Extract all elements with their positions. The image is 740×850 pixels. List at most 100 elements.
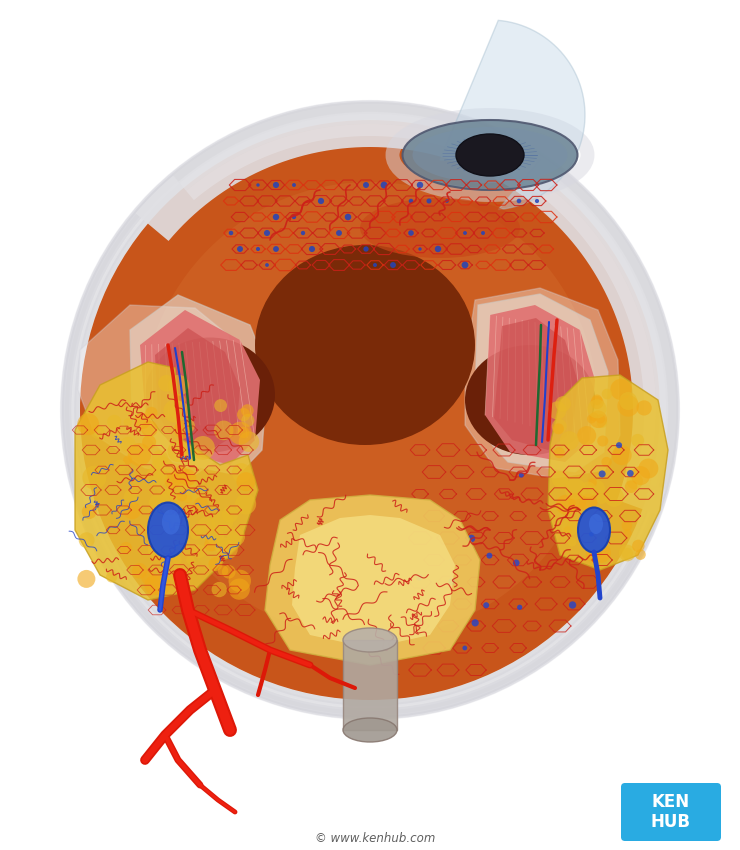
Circle shape [222, 565, 235, 579]
Polygon shape [548, 375, 668, 570]
Circle shape [212, 510, 233, 532]
Circle shape [555, 396, 571, 411]
Circle shape [585, 547, 602, 563]
Circle shape [141, 421, 158, 437]
Circle shape [622, 547, 633, 559]
Circle shape [468, 535, 475, 542]
Circle shape [152, 450, 168, 467]
Circle shape [589, 411, 607, 428]
Circle shape [588, 480, 605, 496]
Ellipse shape [456, 134, 524, 176]
Circle shape [147, 466, 167, 487]
Circle shape [517, 604, 522, 610]
Circle shape [418, 619, 423, 624]
Circle shape [190, 527, 202, 540]
Circle shape [554, 447, 565, 458]
Circle shape [179, 417, 195, 434]
Circle shape [588, 400, 607, 418]
Circle shape [151, 456, 173, 479]
Text: © www.kenhub.com: © www.kenhub.com [314, 831, 435, 845]
Circle shape [448, 578, 455, 585]
Circle shape [408, 199, 413, 203]
Circle shape [78, 570, 95, 588]
Circle shape [218, 565, 228, 576]
Circle shape [178, 481, 200, 502]
Circle shape [164, 400, 186, 422]
Circle shape [318, 198, 324, 204]
Circle shape [178, 470, 196, 489]
Circle shape [568, 493, 586, 510]
Polygon shape [494, 318, 578, 450]
Circle shape [559, 431, 579, 450]
Circle shape [300, 231, 305, 235]
Circle shape [605, 487, 624, 507]
Circle shape [238, 427, 249, 439]
Circle shape [80, 120, 660, 700]
Circle shape [106, 571, 117, 582]
Circle shape [631, 434, 644, 447]
Circle shape [292, 183, 296, 187]
Circle shape [548, 401, 566, 420]
Circle shape [141, 571, 155, 585]
Circle shape [610, 379, 631, 400]
Circle shape [145, 407, 158, 419]
Ellipse shape [255, 245, 475, 445]
Circle shape [565, 479, 586, 500]
Circle shape [172, 555, 181, 564]
Circle shape [142, 435, 156, 449]
Circle shape [513, 559, 519, 566]
Circle shape [563, 526, 572, 535]
Circle shape [239, 432, 259, 452]
Circle shape [82, 504, 97, 519]
Ellipse shape [465, 345, 595, 455]
Circle shape [237, 473, 255, 491]
Circle shape [229, 579, 250, 600]
Ellipse shape [403, 120, 577, 190]
Circle shape [635, 549, 646, 560]
Polygon shape [474, 294, 608, 472]
Circle shape [590, 412, 599, 422]
Circle shape [192, 545, 206, 558]
Circle shape [179, 469, 196, 486]
Circle shape [553, 423, 564, 434]
Circle shape [623, 530, 632, 538]
Circle shape [194, 497, 209, 512]
Circle shape [273, 214, 279, 220]
Circle shape [435, 246, 441, 252]
Circle shape [229, 422, 252, 445]
Circle shape [237, 246, 243, 252]
Circle shape [222, 507, 238, 523]
Ellipse shape [162, 509, 180, 535]
Circle shape [264, 230, 270, 236]
Circle shape [273, 182, 279, 188]
Circle shape [622, 520, 632, 531]
Circle shape [235, 494, 256, 514]
Circle shape [78, 532, 95, 548]
Circle shape [214, 421, 234, 440]
Polygon shape [186, 124, 656, 484]
Circle shape [120, 542, 132, 554]
Polygon shape [265, 495, 480, 665]
Circle shape [149, 533, 158, 541]
Circle shape [562, 518, 579, 536]
Circle shape [212, 582, 227, 598]
Polygon shape [155, 328, 240, 450]
Circle shape [164, 473, 181, 489]
Circle shape [627, 470, 633, 477]
Circle shape [363, 246, 369, 252]
Circle shape [124, 490, 140, 505]
Circle shape [568, 537, 576, 547]
Circle shape [336, 230, 342, 236]
Circle shape [214, 400, 227, 412]
Circle shape [227, 528, 245, 546]
Circle shape [416, 575, 423, 581]
Circle shape [209, 557, 223, 571]
Circle shape [256, 247, 260, 251]
Circle shape [142, 182, 598, 638]
Circle shape [169, 401, 189, 421]
Circle shape [144, 575, 165, 595]
Polygon shape [292, 515, 455, 648]
Circle shape [619, 545, 636, 561]
Circle shape [174, 421, 192, 439]
Circle shape [177, 491, 187, 501]
